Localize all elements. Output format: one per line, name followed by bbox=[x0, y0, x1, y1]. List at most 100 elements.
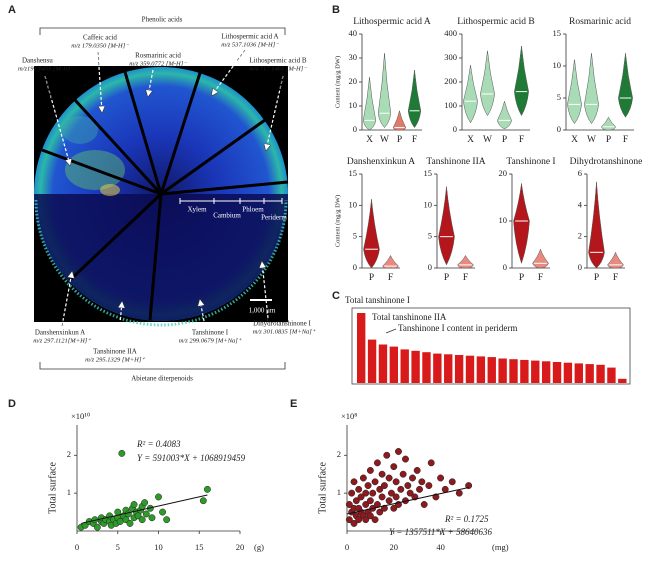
compound-mz: m/z 301.0835 [M+Na]⁺ bbox=[253, 328, 316, 335]
point bbox=[404, 482, 412, 490]
point bbox=[378, 493, 386, 501]
bar bbox=[487, 357, 496, 383]
point bbox=[455, 489, 463, 497]
violin-body bbox=[618, 53, 633, 118]
bar bbox=[476, 356, 486, 383]
x-axis-unit: (mg) bbox=[492, 542, 509, 552]
x-tick-label: F bbox=[519, 135, 524, 145]
x-tick-label: P bbox=[502, 135, 507, 145]
bar bbox=[563, 362, 573, 383]
y-tick-label: 0 bbox=[428, 262, 432, 272]
y-tick-label: 10 bbox=[553, 60, 562, 70]
x-tick-label: W bbox=[380, 135, 389, 145]
y-tick-label: 100 bbox=[444, 100, 457, 110]
point bbox=[371, 516, 379, 524]
point bbox=[126, 519, 134, 527]
compound-name: Lithospermic acid B bbox=[249, 57, 306, 65]
panel-label: A bbox=[8, 4, 16, 16]
point bbox=[437, 474, 445, 482]
point bbox=[357, 493, 365, 501]
bar bbox=[618, 378, 627, 383]
point bbox=[448, 478, 456, 486]
x-tick-label: P bbox=[444, 273, 449, 283]
annotation: R² = 0.1725 bbox=[444, 514, 489, 524]
bar bbox=[357, 313, 366, 383]
point bbox=[138, 516, 146, 524]
x-tick-label: X bbox=[467, 135, 474, 145]
x-tick-label: 40 bbox=[436, 542, 445, 552]
group-label: Abietane diterpenoids bbox=[131, 375, 193, 383]
compound-mz: m/z 359.0772 [M-H]⁻ bbox=[129, 60, 187, 67]
point bbox=[392, 478, 400, 486]
x-tick-label: 0 bbox=[345, 542, 349, 552]
x-tick-label: W bbox=[483, 135, 492, 145]
point bbox=[397, 485, 405, 493]
y-tick-label: 20 bbox=[349, 76, 358, 86]
bar bbox=[433, 353, 442, 383]
violin-body bbox=[480, 50, 495, 117]
point bbox=[355, 516, 363, 524]
y-axis-label: Content (mg/g DW) bbox=[334, 56, 341, 108]
panel-label: E bbox=[290, 398, 297, 410]
point bbox=[420, 501, 428, 508]
axis-multiplier: ×10⁸ bbox=[341, 411, 357, 421]
y-tick-label: 0 bbox=[353, 124, 357, 134]
point bbox=[418, 478, 426, 486]
point bbox=[93, 523, 101, 531]
point bbox=[124, 510, 132, 518]
chart-title: Rosmarinic acid bbox=[569, 17, 631, 27]
point bbox=[350, 478, 358, 486]
point bbox=[409, 474, 416, 482]
y-tick-label: 10 bbox=[349, 199, 358, 209]
violin-body bbox=[392, 110, 407, 131]
point bbox=[362, 516, 370, 524]
group-label: Phenolic acids bbox=[142, 16, 183, 24]
panel-label: D bbox=[8, 398, 16, 410]
annotation-line bbox=[385, 328, 397, 334]
point bbox=[378, 470, 386, 478]
point bbox=[425, 482, 433, 490]
x-tick-label: P bbox=[397, 135, 402, 145]
violin-body bbox=[377, 53, 392, 128]
violin-body bbox=[588, 181, 605, 269]
bar bbox=[378, 344, 388, 383]
x-tick-label: F bbox=[623, 135, 628, 145]
annotation: R² = 0.4083 bbox=[136, 439, 181, 449]
point bbox=[373, 459, 381, 467]
annotation: Y = 1357511*X + 58640636 bbox=[389, 527, 492, 537]
compound-name: Tanshinone IIA bbox=[93, 348, 137, 356]
tissue-image bbox=[34, 66, 289, 327]
chart-title: Lithospermic acid A bbox=[353, 17, 431, 27]
violin-body bbox=[601, 116, 616, 131]
x-tick-label: 5 bbox=[116, 542, 120, 552]
violin-body bbox=[497, 101, 512, 130]
y-tick-label: 1 bbox=[67, 487, 71, 497]
annotation: Tanshinone I content in periderm bbox=[398, 323, 517, 333]
point bbox=[406, 489, 414, 497]
x-tick-label: X bbox=[366, 135, 373, 145]
annotation: Total tanshinone I bbox=[345, 295, 410, 305]
point bbox=[142, 510, 150, 518]
y-axis-label: Total surface bbox=[47, 462, 58, 514]
chart-title: Tanshinone I bbox=[506, 157, 555, 167]
violin-body bbox=[457, 254, 474, 269]
point bbox=[413, 466, 421, 474]
point bbox=[350, 519, 358, 527]
point bbox=[385, 497, 393, 505]
point bbox=[345, 501, 353, 508]
y-tick-label: 15 bbox=[553, 28, 562, 38]
point bbox=[362, 489, 370, 497]
bar bbox=[531, 360, 540, 383]
point bbox=[355, 485, 363, 493]
violin-body bbox=[514, 45, 529, 117]
point bbox=[155, 493, 162, 501]
y-tick-label: 10 bbox=[349, 100, 358, 110]
chart-title: Dihydrotanshinone bbox=[570, 157, 643, 167]
y-tick-label: 10 bbox=[499, 215, 508, 225]
y-tick-label: 0 bbox=[557, 124, 561, 134]
y-tick-label: 2 bbox=[578, 231, 582, 241]
point bbox=[392, 493, 400, 501]
point bbox=[118, 449, 126, 457]
x-tick-label: W bbox=[587, 135, 596, 145]
